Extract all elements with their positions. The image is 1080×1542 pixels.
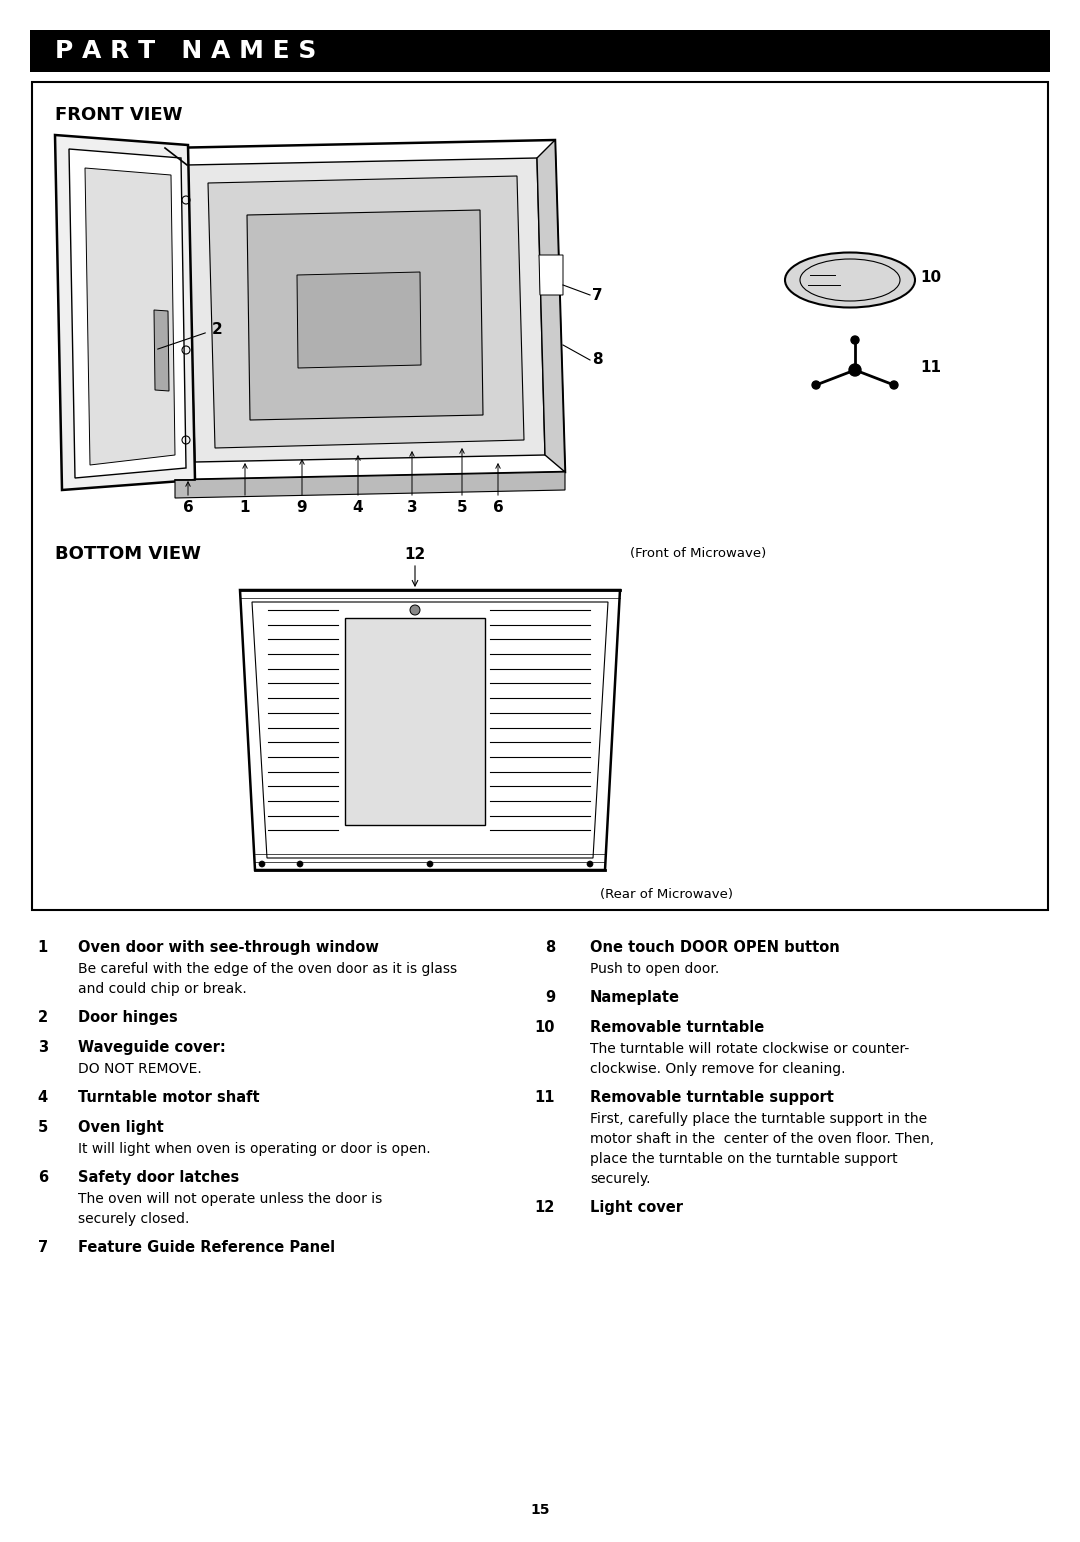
Text: 7: 7: [38, 1240, 48, 1255]
Polygon shape: [187, 157, 545, 463]
Circle shape: [890, 381, 897, 389]
Circle shape: [427, 860, 433, 867]
Text: 10: 10: [920, 270, 941, 285]
Text: 3: 3: [407, 500, 417, 515]
Text: One touch DOOR OPEN button: One touch DOOR OPEN button: [590, 941, 840, 954]
Text: 2: 2: [38, 1010, 48, 1025]
Circle shape: [849, 364, 861, 376]
Circle shape: [259, 860, 265, 867]
Polygon shape: [240, 591, 620, 870]
Text: 2: 2: [212, 322, 222, 338]
Text: The oven will not operate unless the door is: The oven will not operate unless the doo…: [78, 1192, 382, 1206]
Text: BOTTOM VIEW: BOTTOM VIEW: [55, 544, 201, 563]
Polygon shape: [208, 176, 524, 449]
Text: 7: 7: [592, 287, 603, 302]
Circle shape: [410, 604, 420, 615]
Text: securely.: securely.: [590, 1172, 650, 1186]
Text: 6: 6: [492, 500, 503, 515]
Polygon shape: [175, 472, 565, 498]
Text: securely closed.: securely closed.: [78, 1212, 189, 1226]
Text: First, carefully place the turntable support in the: First, carefully place the turntable sup…: [590, 1112, 927, 1126]
Text: FRONT VIEW: FRONT VIEW: [55, 106, 183, 123]
Text: motor shaft in the  center of the oven floor. Then,: motor shaft in the center of the oven fl…: [590, 1132, 934, 1146]
Text: 4: 4: [38, 1090, 48, 1106]
Text: 8: 8: [592, 353, 603, 367]
Text: and could chip or break.: and could chip or break.: [78, 982, 246, 996]
Text: 6: 6: [183, 500, 193, 515]
Text: 1: 1: [38, 941, 48, 954]
Polygon shape: [55, 136, 195, 490]
Text: 6: 6: [38, 1170, 48, 1184]
Text: 10: 10: [535, 1019, 555, 1035]
Text: 1: 1: [240, 500, 251, 515]
Text: Door hinges: Door hinges: [78, 1010, 178, 1025]
Polygon shape: [154, 310, 168, 392]
Text: Nameplate: Nameplate: [590, 990, 680, 1005]
Text: 5: 5: [38, 1119, 48, 1135]
Polygon shape: [247, 210, 483, 419]
Polygon shape: [537, 140, 565, 472]
Text: (Rear of Microwave): (Rear of Microwave): [600, 888, 733, 901]
Circle shape: [297, 860, 303, 867]
Polygon shape: [345, 618, 485, 825]
Bar: [30, 29, 1050, 72]
Text: 11: 11: [535, 1090, 555, 1106]
Text: 15: 15: [530, 1503, 550, 1517]
Text: Oven door with see-through window: Oven door with see-through window: [78, 941, 379, 954]
Text: 11: 11: [920, 361, 941, 376]
Polygon shape: [69, 150, 186, 478]
Text: place the turntable on the turntable support: place the turntable on the turntable sup…: [590, 1152, 897, 1166]
Text: The turntable will rotate clockwise or counter-: The turntable will rotate clockwise or c…: [590, 1042, 909, 1056]
Text: 12: 12: [535, 1200, 555, 1215]
Text: Oven light: Oven light: [78, 1119, 164, 1135]
Ellipse shape: [785, 253, 915, 307]
Text: Light cover: Light cover: [590, 1200, 683, 1215]
Text: Be careful with the edge of the oven door as it is glass: Be careful with the edge of the oven doo…: [78, 962, 457, 976]
Text: DO NOT REMOVE.: DO NOT REMOVE.: [78, 1062, 202, 1076]
Polygon shape: [539, 254, 563, 295]
Text: 3: 3: [38, 1039, 48, 1055]
Polygon shape: [85, 168, 175, 466]
Bar: [32, 82, 1048, 910]
Circle shape: [588, 860, 593, 867]
Text: Safety door latches: Safety door latches: [78, 1170, 240, 1184]
Text: clockwise. Only remove for cleaning.: clockwise. Only remove for cleaning.: [590, 1062, 846, 1076]
Text: (Front of Microwave): (Front of Microwave): [630, 547, 766, 560]
Text: Feature Guide Reference Panel: Feature Guide Reference Panel: [78, 1240, 335, 1255]
Text: Turntable motor shaft: Turntable motor shaft: [78, 1090, 259, 1106]
Circle shape: [812, 381, 820, 389]
Text: Push to open door.: Push to open door.: [590, 962, 719, 976]
Text: 12: 12: [404, 547, 426, 561]
Text: 9: 9: [297, 500, 308, 515]
Circle shape: [851, 336, 859, 344]
Text: 5: 5: [457, 500, 468, 515]
Text: Removable turntable support: Removable turntable support: [590, 1090, 834, 1106]
Text: It will light when oven is operating or door is open.: It will light when oven is operating or …: [78, 1143, 431, 1156]
Polygon shape: [297, 271, 421, 369]
Text: Waveguide cover:: Waveguide cover:: [78, 1039, 226, 1055]
Text: Removable turntable: Removable turntable: [590, 1019, 765, 1035]
Text: 4: 4: [353, 500, 363, 515]
Text: 8: 8: [544, 941, 555, 954]
Text: 9: 9: [545, 990, 555, 1005]
Text: P A R T   N A M E S: P A R T N A M E S: [55, 39, 316, 63]
